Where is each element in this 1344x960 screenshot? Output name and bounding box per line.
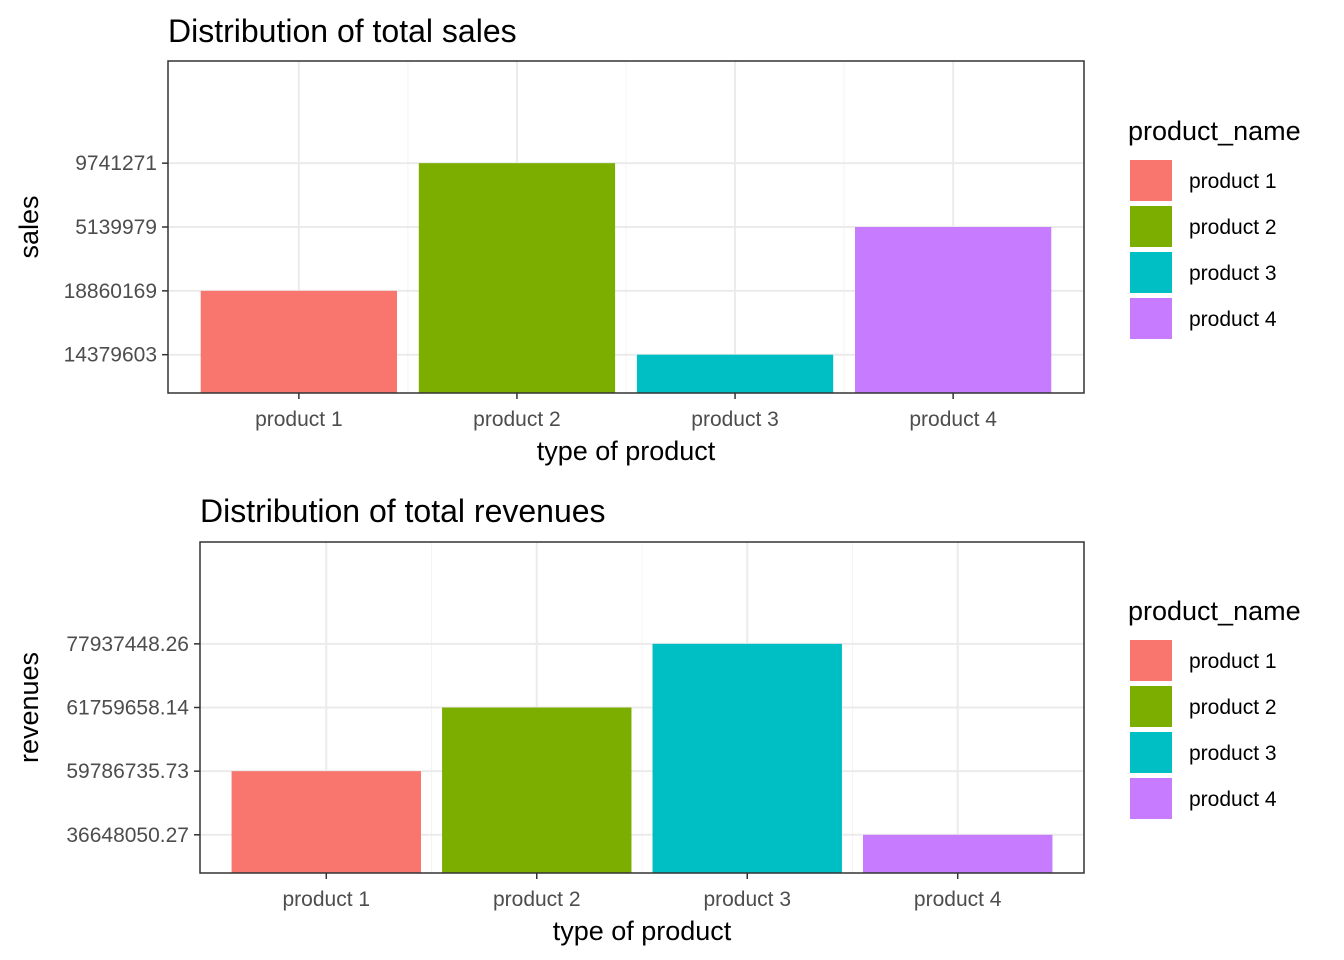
legend-label: product 3 (1189, 742, 1277, 765)
legend-key (1130, 160, 1172, 201)
legend-title: product_name (1128, 116, 1301, 146)
legend-label: product 2 (1189, 696, 1277, 719)
chart-1: product 1 product 2 product 3 product 4 1437… (14, 13, 1301, 466)
legend-label: product 2 (1189, 216, 1277, 239)
chart-title: Distribution of total sales (168, 13, 517, 49)
bar-1 (200, 290, 397, 393)
legend-label: product 1 (1189, 650, 1277, 673)
legend-key (1130, 298, 1172, 339)
x-tick-label: product 2 (493, 888, 581, 911)
bar-3 (652, 643, 842, 873)
legend-key (1130, 206, 1172, 247)
bar-3 (636, 354, 834, 393)
x-tick-label: product 4 (914, 888, 1002, 911)
legend-key (1130, 252, 1172, 293)
x-tick-label: product 3 (691, 408, 779, 431)
bar-2 (418, 163, 616, 393)
y-tick-label: 14379603 (64, 344, 157, 367)
legend-label: product 4 (1189, 308, 1277, 331)
y-tick-label: 36648050.27 (66, 824, 189, 847)
legend-key (1130, 686, 1172, 727)
bar-4 (863, 834, 1053, 873)
legend-label: product 3 (1189, 262, 1277, 285)
y-axis-title: revenues (14, 652, 44, 763)
x-axis-title: type of product (537, 436, 716, 466)
x-tick-label: product 3 (703, 888, 791, 911)
x-axis-title: type of product (553, 916, 732, 946)
y-tick-label: 5139979 (75, 216, 157, 239)
legend-key (1130, 778, 1172, 819)
x-tick-label: product 1 (283, 888, 371, 911)
x-tick-label: product 2 (473, 408, 561, 431)
y-tick-label: 18860169 (64, 280, 157, 303)
chart-2: product 1 product 2 product 3 product 4 3664… (14, 493, 1301, 946)
legend-key (1130, 732, 1172, 773)
x-tick-label: product 4 (909, 408, 997, 431)
y-tick-label: 9741271 (75, 152, 157, 175)
legend-key (1130, 640, 1172, 681)
y-tick-label: 77937448.26 (66, 633, 189, 656)
chart-title: Distribution of total revenues (200, 493, 606, 529)
bar-1 (231, 771, 421, 873)
bar-4 (855, 227, 1052, 393)
y-tick-label: 61759658.14 (66, 697, 189, 720)
y-tick-label: 59786735.73 (66, 760, 189, 783)
legend-label: product 4 (1189, 788, 1277, 811)
x-tick-label: product 1 (255, 408, 343, 431)
legend-label: product 1 (1189, 170, 1277, 193)
bar-2 (442, 707, 632, 873)
legend-title: product_name (1128, 596, 1301, 626)
y-axis-title: sales (14, 195, 44, 258)
